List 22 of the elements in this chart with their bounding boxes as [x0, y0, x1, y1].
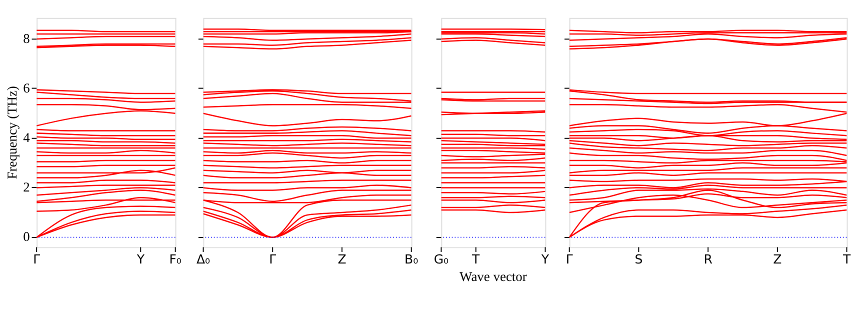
x-axis-title: Wave vector: [460, 268, 528, 284]
x-tick-label: Z: [338, 252, 347, 267]
x-tick-label: Y: [540, 252, 550, 267]
y-tick-label: 4: [23, 130, 30, 145]
x-tick-label: Γ: [33, 252, 40, 267]
x-tick-label: B₀: [404, 252, 418, 267]
x-tick-label: Y: [136, 252, 145, 267]
y-tick-label: 0: [23, 229, 30, 244]
y-tick-label: 8: [23, 30, 30, 46]
x-tick-label: R: [704, 252, 713, 267]
y-axis-title: Frequency (THz): [4, 86, 20, 180]
y-tick-label: 6: [23, 80, 30, 96]
x-tick-label: Z: [773, 252, 782, 267]
x-tick-label: T: [842, 252, 851, 267]
x-tick-label: F₀: [169, 252, 182, 267]
x-tick-label: T: [471, 252, 480, 267]
x-tick-label: S: [634, 252, 643, 267]
x-tick-label: G₀: [434, 252, 449, 267]
y-tick-label: 2: [23, 180, 30, 195]
x-tick-label: Δ₀: [196, 252, 210, 267]
x-tick-label: Γ: [269, 252, 276, 267]
x-tick-label: Γ: [566, 252, 573, 267]
